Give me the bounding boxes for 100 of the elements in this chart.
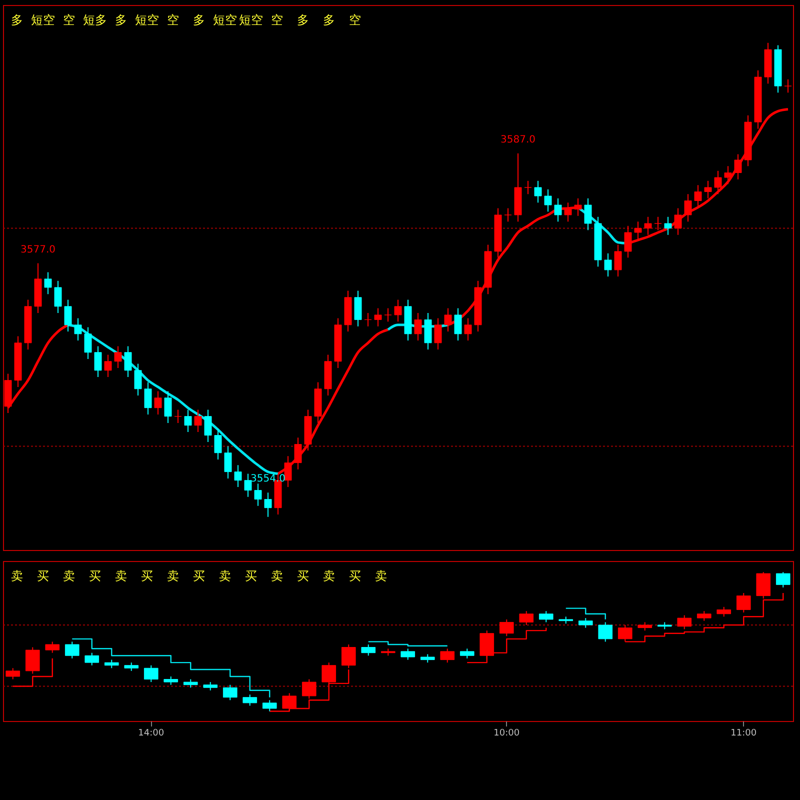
candlestick	[584, 198, 592, 231]
candlestick	[534, 180, 542, 204]
candlestick	[499, 618, 514, 637]
annotation: 买	[297, 569, 309, 583]
candlestick	[294, 437, 302, 470]
candlestick	[84, 326, 92, 360]
candlestick	[574, 198, 582, 216]
candlestick	[174, 409, 182, 424]
candlestick	[124, 346, 132, 378]
candlestick	[384, 308, 392, 322]
annotation: 卖	[375, 569, 387, 583]
text: 多	[323, 13, 335, 27]
text: 空	[271, 13, 283, 27]
candlestick	[54, 280, 62, 314]
candlestick	[144, 382, 152, 415]
candlestick	[654, 216, 662, 231]
text: 多	[193, 13, 205, 27]
candlestick	[618, 624, 632, 642]
candlestick	[677, 614, 692, 630]
candlestick	[25, 646, 40, 674]
candlestick	[554, 198, 562, 222]
candlestick	[564, 202, 572, 222]
candlestick	[776, 572, 790, 588]
candlestick	[244, 473, 252, 498]
candlestick	[538, 610, 554, 623]
candlestick	[480, 630, 494, 659]
candlestick	[94, 346, 102, 378]
annotation: 卖	[63, 569, 75, 583]
candlestick	[134, 363, 142, 396]
candlestick	[114, 346, 122, 369]
candlestick	[454, 308, 462, 342]
candlestick	[64, 299, 72, 332]
candlestick	[74, 318, 82, 342]
candlestick	[364, 312, 372, 327]
candlestick	[604, 252, 612, 278]
annotation: 卖	[167, 569, 179, 583]
x-tick-label: 11:00	[730, 728, 757, 738]
candlestick	[664, 216, 672, 236]
candlestick	[544, 188, 552, 212]
annotation: 买	[349, 569, 361, 583]
candlestick	[224, 446, 232, 479]
candlestick	[736, 592, 751, 613]
candlestick	[578, 618, 593, 628]
text: 短空	[135, 13, 159, 27]
x-tick-label: 10:00	[494, 728, 520, 738]
candlestick	[784, 78, 792, 94]
candlestick	[254, 483, 262, 506]
annotation: 卖	[115, 569, 127, 583]
candlestick	[734, 154, 742, 180]
candlestick	[341, 644, 356, 669]
candlestick	[460, 648, 474, 659]
text: 空	[167, 13, 179, 27]
candlestick	[194, 409, 202, 432]
candlestick	[374, 308, 382, 327]
candlestick	[262, 700, 277, 712]
candlestick	[234, 464, 242, 488]
annotation: 买	[89, 569, 101, 583]
candlestick	[45, 641, 60, 654]
candlestick	[164, 390, 172, 424]
candlestick	[444, 308, 452, 332]
text: 短空	[239, 13, 263, 27]
x-tick-label: 14:00	[138, 728, 164, 738]
candlestick	[322, 662, 336, 686]
candlestick	[104, 354, 112, 378]
candlestick	[704, 180, 712, 199]
candlestick	[634, 221, 642, 240]
candlestick	[204, 409, 212, 442]
candlestick	[598, 622, 613, 642]
candlestick	[354, 290, 362, 327]
candlestick	[44, 272, 52, 295]
annotation: 买	[193, 569, 205, 583]
candlestick	[184, 409, 192, 432]
candlestick	[684, 194, 692, 222]
candlestick	[214, 428, 222, 460]
candlestick	[504, 208, 512, 222]
candlestick	[674, 208, 682, 236]
candlestick	[714, 170, 722, 195]
candlestick	[614, 244, 622, 278]
annotation: 买	[141, 569, 153, 583]
candlestick	[144, 664, 158, 683]
candlestick	[154, 390, 162, 415]
candlestick	[264, 492, 272, 518]
candlestick	[64, 641, 80, 659]
text: 多	[115, 13, 127, 27]
annotation: 买	[245, 569, 257, 583]
candlestick	[524, 180, 532, 195]
text: 3587.0	[500, 134, 536, 146]
text: 3577.0	[20, 244, 56, 256]
annotation: 卖	[271, 569, 283, 583]
annotation: 买	[37, 569, 49, 583]
candlestick	[414, 312, 422, 342]
candlestick	[84, 652, 100, 666]
annotation: 卖	[323, 569, 335, 583]
candlestick	[464, 318, 472, 342]
candlestick	[400, 648, 416, 660]
candlestick	[716, 606, 732, 618]
text: 短多	[83, 13, 107, 27]
candlestick	[434, 318, 442, 350]
candlestick	[624, 225, 632, 258]
candlestick	[424, 312, 432, 350]
